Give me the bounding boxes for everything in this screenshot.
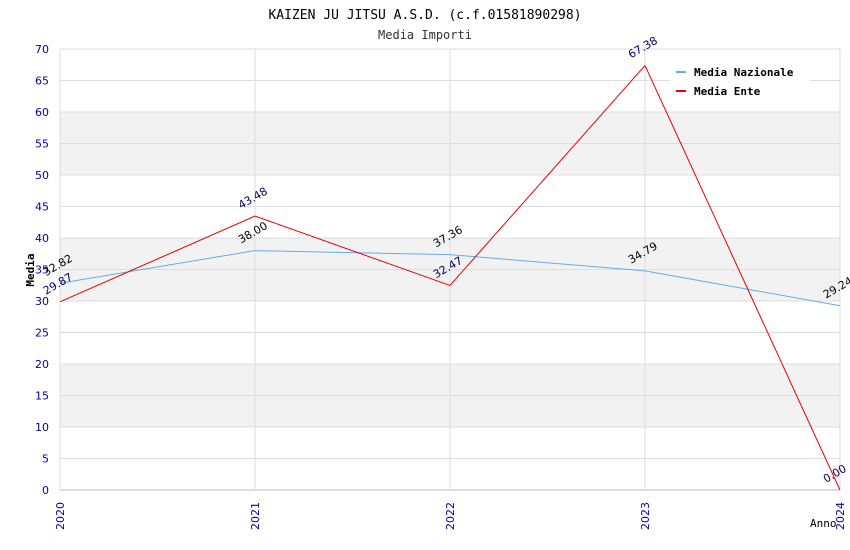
y-axis-ticks: 0 5 10 15 20 25 30 35 40 45 50 55 60 65 70 bbox=[35, 43, 49, 497]
series-line-media-nazionale bbox=[59, 250, 841, 307]
legend-entry: Media Ente bbox=[694, 85, 761, 98]
y-axis-label: Media bbox=[24, 253, 37, 286]
y-tick-label: 45 bbox=[35, 201, 49, 214]
y-tick-label: 55 bbox=[35, 138, 49, 151]
y-tick-label: 20 bbox=[35, 358, 49, 371]
axes bbox=[59, 49, 841, 491]
y-tick-label: 35 bbox=[35, 264, 49, 277]
y-tick-label: 50 bbox=[35, 169, 49, 182]
y-tick-label: 65 bbox=[35, 75, 49, 88]
data-label: 43.48 bbox=[236, 185, 270, 212]
data-label: 67.38 bbox=[626, 34, 660, 61]
legend: Media Nazionale Media Ente bbox=[670, 60, 810, 102]
y-tick-label: 70 bbox=[35, 43, 49, 56]
y-tick-label: 40 bbox=[35, 232, 49, 245]
x-tick-label: 2020 bbox=[54, 502, 67, 530]
y-tick-label: 60 bbox=[35, 106, 49, 119]
y-tick-label: 30 bbox=[35, 295, 49, 308]
legend-entry: Media Nazionale bbox=[694, 66, 794, 79]
y-tick-label: 25 bbox=[35, 327, 49, 340]
x-tick-label: 2023 bbox=[639, 502, 652, 530]
y-tick-label: 0 bbox=[42, 484, 49, 497]
x-axis-label: Anno bbox=[810, 517, 837, 530]
y-tick-label: 5 bbox=[42, 453, 49, 466]
chart-title: KAIZEN JU JITSU A.S.D. (c.f.01581890298) bbox=[268, 8, 581, 23]
chart-subtitle: Media Importi bbox=[378, 28, 472, 42]
series-line-media-ente bbox=[59, 64, 841, 491]
y-tick-label: 15 bbox=[35, 390, 49, 403]
series-lines bbox=[59, 64, 841, 491]
x-tick-label: 2022 bbox=[444, 502, 457, 530]
y-tick-label: 10 bbox=[35, 421, 49, 434]
x-axis-ticks: 2020 2021 2022 2023 2024 bbox=[54, 502, 847, 530]
data-label: 0.00 bbox=[821, 462, 849, 486]
x-tick-label: 2021 bbox=[249, 502, 262, 530]
x-tick-label: 2024 bbox=[834, 502, 847, 530]
legend-box bbox=[670, 60, 810, 102]
